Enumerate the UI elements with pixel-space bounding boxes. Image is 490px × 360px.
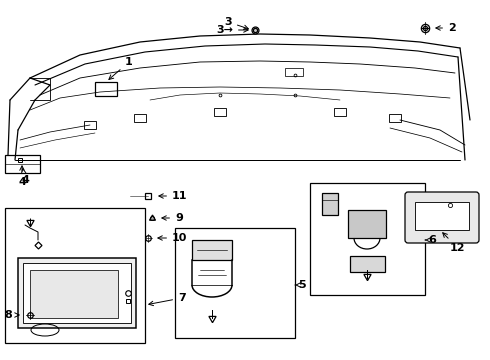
Text: 4: 4 (21, 169, 29, 185)
Bar (134, 114, 146, 122)
Bar (175, 228, 295, 338)
Text: 3→: 3→ (216, 25, 248, 35)
Bar (334, 108, 346, 116)
Bar (23, 263, 131, 323)
Text: 11: 11 (159, 191, 188, 201)
Text: 10: 10 (158, 233, 187, 243)
Text: 12: 12 (442, 233, 466, 253)
Text: 7: 7 (149, 293, 186, 306)
Bar (415, 202, 469, 230)
Bar (84, 121, 96, 129)
FancyBboxPatch shape (405, 192, 479, 243)
Text: 5: 5 (295, 280, 306, 290)
Bar (285, 68, 303, 76)
Text: 4: 4 (18, 166, 26, 187)
Bar (350, 256, 385, 272)
Text: 8: 8 (4, 310, 19, 320)
Bar (18, 258, 136, 328)
Bar (5, 208, 145, 343)
Bar (322, 193, 338, 215)
Text: 2: 2 (436, 23, 456, 33)
Text: 3: 3 (224, 17, 248, 30)
Text: 9: 9 (162, 213, 183, 223)
Text: 6: 6 (425, 235, 436, 245)
Bar (348, 210, 386, 238)
Bar (214, 108, 226, 116)
Bar (192, 240, 232, 260)
Bar (95, 82, 117, 96)
Bar (310, 183, 425, 295)
Bar (389, 114, 401, 122)
Bar (5, 155, 40, 173)
Bar (30, 270, 118, 318)
Text: 1: 1 (109, 57, 133, 80)
